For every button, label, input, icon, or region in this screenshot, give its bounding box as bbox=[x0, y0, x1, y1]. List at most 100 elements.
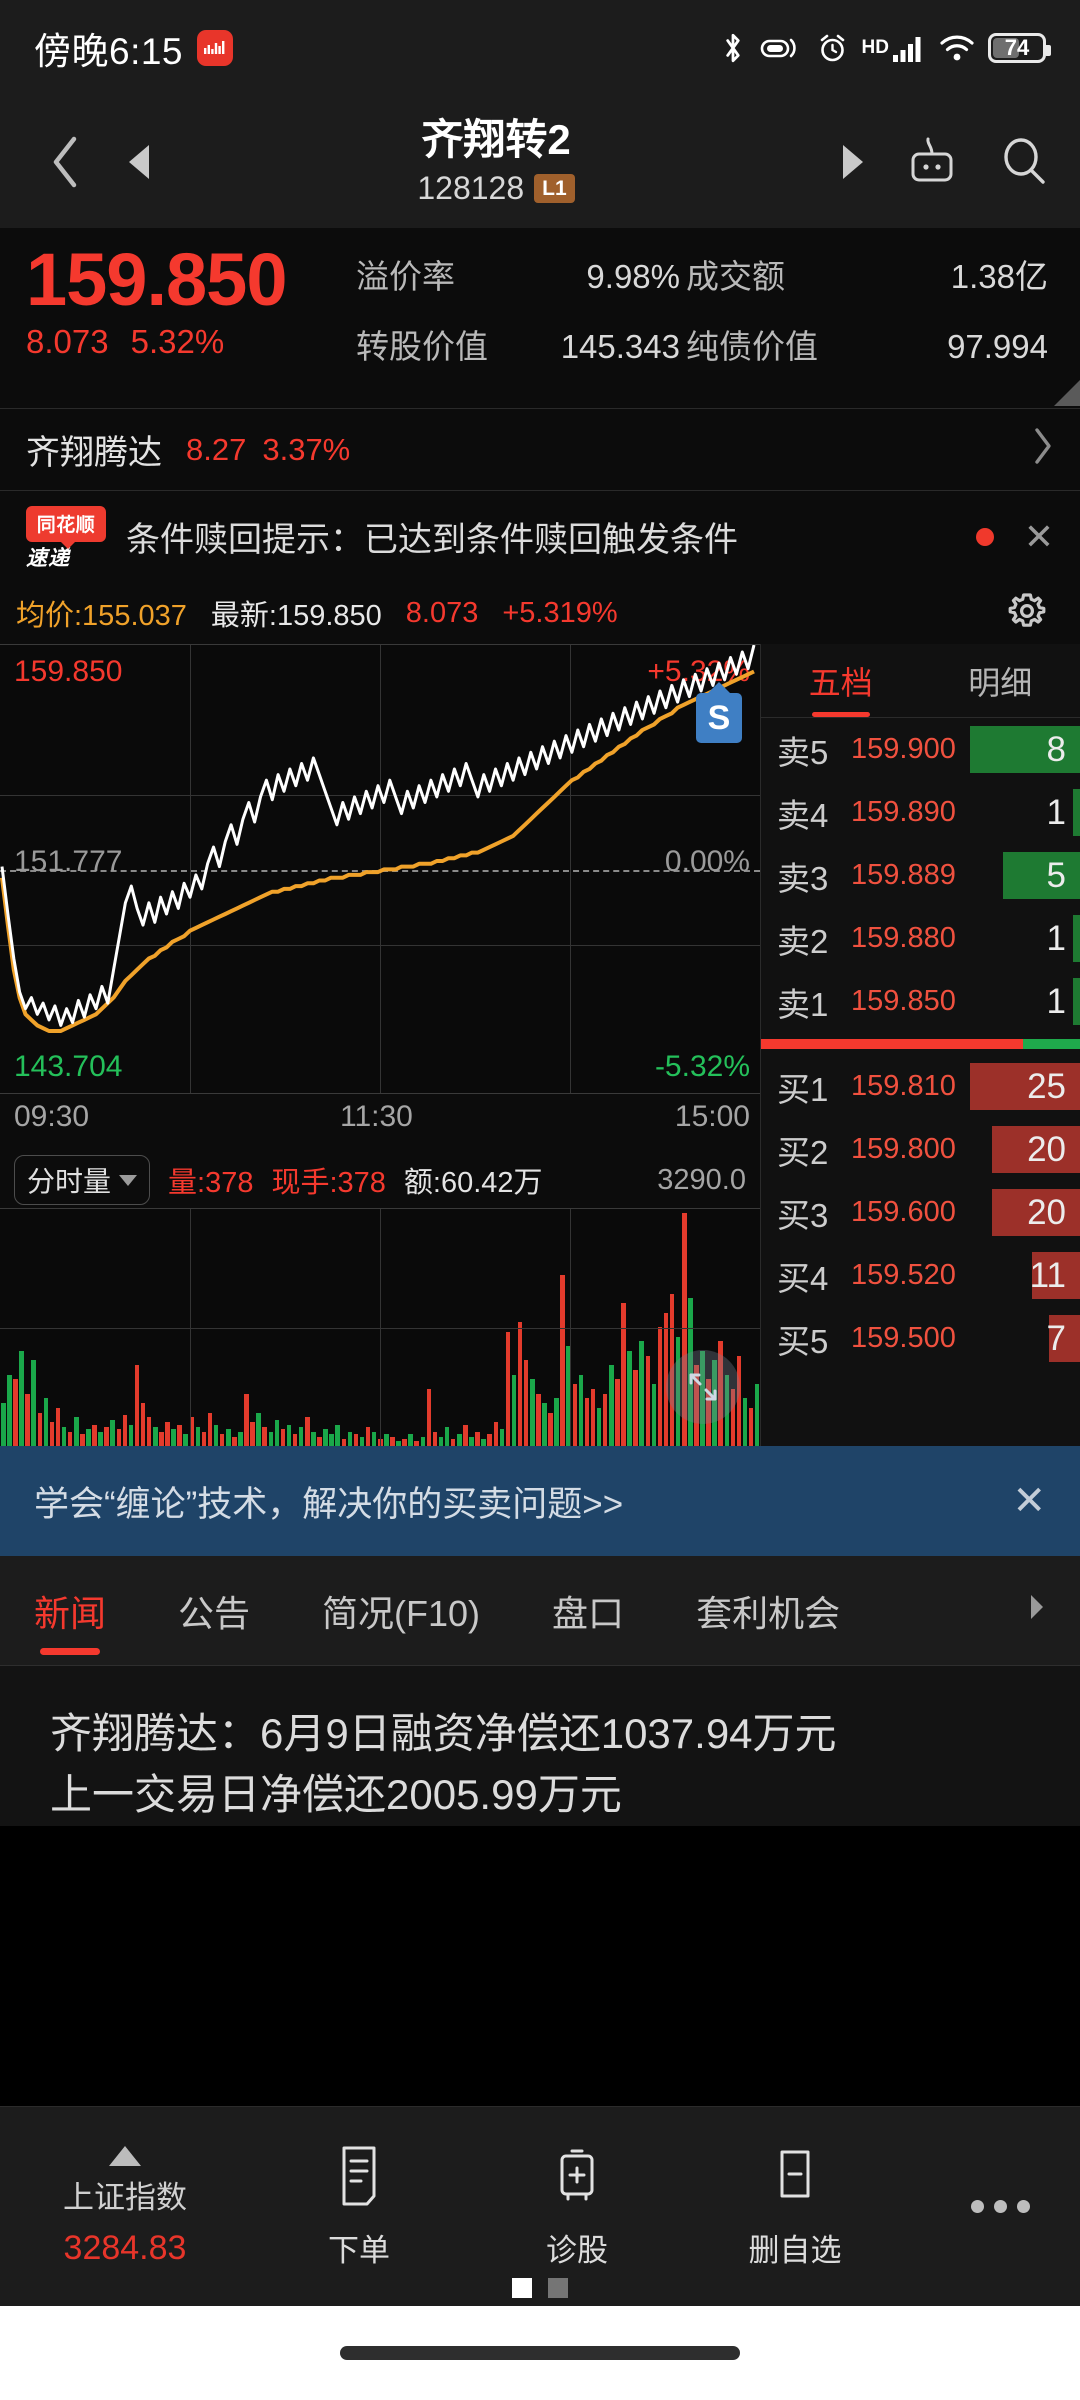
next-stock-button[interactable] bbox=[812, 143, 892, 181]
diagnose-button[interactable]: 诊股 bbox=[468, 2144, 686, 2270]
status-bar: 傍晚6:15 bbox=[0, 0, 1080, 96]
related-stock-name: 齐翔腾达 bbox=[26, 434, 162, 472]
volume-indicator-selector[interactable]: 分时量 bbox=[14, 1155, 151, 1205]
close-icon[interactable]: ✕ bbox=[1012, 1479, 1046, 1523]
volume-bar bbox=[402, 1438, 407, 1446]
tab-details[interactable]: 明细 bbox=[968, 664, 1033, 701]
volume-bar bbox=[682, 1212, 687, 1446]
volume-bar bbox=[80, 1434, 85, 1446]
order-book-row[interactable]: 卖2 159.880 1 bbox=[761, 907, 1080, 970]
volume-bar bbox=[511, 1374, 517, 1446]
wifi-icon bbox=[939, 33, 975, 63]
volume-bar bbox=[560, 1274, 565, 1446]
volume-bar bbox=[542, 1403, 547, 1446]
volume-bar bbox=[1, 1403, 6, 1446]
metric-conversion-label: 转股价值 bbox=[356, 328, 488, 365]
header-title-block[interactable]: 齐翔转2 128128 L1 bbox=[180, 117, 812, 206]
robot-icon[interactable] bbox=[906, 132, 958, 193]
volume-bar bbox=[262, 1427, 267, 1446]
expand-quote-corner[interactable] bbox=[1054, 380, 1080, 406]
tab-profile-f10[interactable]: 简况(F10) bbox=[322, 1592, 481, 1634]
volume-bar bbox=[505, 1331, 511, 1446]
alert-banner[interactable]: 同花顺 速递 条件赎回提示：已达到条件赎回触发条件 ✕ bbox=[0, 490, 1080, 582]
order-book-quantity: 8 bbox=[1046, 729, 1066, 769]
tab-arbitrage[interactable]: 套利机会 bbox=[696, 1592, 841, 1634]
volume-bar bbox=[457, 1434, 462, 1446]
volume-current: 现手:378 bbox=[271, 1167, 386, 1199]
order-book-qty-bar bbox=[1073, 789, 1080, 836]
gear-icon[interactable] bbox=[1004, 588, 1050, 639]
news-item-line-2[interactable]: 上一交易日净偿还2005.99万元 bbox=[50, 1770, 622, 1818]
volume-bar bbox=[238, 1431, 243, 1446]
search-icon[interactable] bbox=[998, 132, 1050, 193]
volume-bar bbox=[311, 1431, 316, 1446]
order-book-row[interactable]: 卖1 159.850 1 bbox=[761, 970, 1080, 1033]
volume-bar bbox=[104, 1427, 109, 1446]
quote-metrics-row-2: 转股价值 145.343 纯债价值 97.994 bbox=[356, 320, 1054, 368]
volume-bar bbox=[724, 1374, 729, 1446]
prev-stock-button[interactable] bbox=[100, 143, 180, 181]
chart-info-bar: 均价:155.037 最新:159.850 8.073 +5.319% bbox=[0, 582, 1080, 644]
order-book-qty-bar bbox=[1073, 915, 1080, 962]
order-book-price: 159.889 bbox=[851, 859, 956, 891]
volume-bar bbox=[621, 1303, 626, 1446]
s-marker-icon[interactable]: S bbox=[696, 682, 742, 743]
expand-icon[interactable] bbox=[666, 1350, 740, 1424]
more-dots-icon[interactable] bbox=[971, 2200, 1030, 2213]
order-book-row[interactable]: 买5 159.500 7 bbox=[761, 1307, 1080, 1370]
order-book-level-label: 卖2 bbox=[777, 922, 829, 960]
tab-five-levels[interactable]: 五档 bbox=[761, 644, 921, 717]
volume-total: 量:378 bbox=[168, 1167, 254, 1199]
order-book-quantity: 25 bbox=[1027, 1066, 1066, 1106]
index-widget[interactable]: 上证指数 3284.83 bbox=[0, 2145, 250, 2268]
order-button[interactable]: 下单 bbox=[250, 2144, 468, 2270]
volume-bar bbox=[67, 1431, 73, 1446]
order-book-row[interactable]: 卖4 159.890 1 bbox=[761, 781, 1080, 844]
order-book-qty-bar bbox=[992, 1189, 1080, 1236]
system-gesture-bar bbox=[0, 2306, 1080, 2400]
metric-premium: 溢价率 9.98% bbox=[356, 250, 686, 298]
back-button[interactable] bbox=[30, 134, 100, 190]
volume-chart[interactable] bbox=[0, 1208, 760, 1446]
related-stock-row[interactable]: 齐翔腾达 8.27 3.37% bbox=[0, 408, 1080, 490]
volume-bar bbox=[602, 1393, 608, 1446]
header-actions bbox=[906, 132, 1050, 193]
order-book-row[interactable]: 买2 159.800 20 bbox=[761, 1118, 1080, 1181]
volume-bar bbox=[219, 1434, 225, 1446]
order-book-row[interactable]: 买4 159.520 11 bbox=[761, 1244, 1080, 1307]
volume-bar bbox=[736, 1355, 742, 1446]
order-book-row[interactable]: 买3 159.600 20 bbox=[761, 1181, 1080, 1244]
volume-bar bbox=[694, 1365, 699, 1446]
order-book-quantity: 20 bbox=[1027, 1129, 1066, 1169]
order-book: 五档 明细 卖5 159.900 8 卖4 159.890 1 卖3 159.889 5 卖2 15… bbox=[760, 644, 1080, 1446]
price-chart[interactable]: 159.850 +5.32% 151.777 0.00% S bbox=[0, 644, 760, 1094]
price-change-pct: 5.32% bbox=[130, 323, 225, 361]
page-dot bbox=[548, 2278, 568, 2298]
order-book-qty-bar bbox=[992, 1126, 1080, 1173]
index-name: 上证指数 bbox=[63, 2179, 187, 2215]
volume-bar bbox=[596, 1407, 602, 1446]
order-book-row[interactable]: 买1 159.810 25 bbox=[761, 1055, 1080, 1118]
order-book-row[interactable]: 卖5 159.900 8 bbox=[761, 718, 1080, 781]
promo-banner[interactable]: 学会“缠论”技术，解决你的买卖问题>> ✕ bbox=[0, 1446, 1080, 1556]
close-icon[interactable]: ✕ bbox=[1023, 515, 1054, 557]
news-item-line-1[interactable]: 齐翔腾达：6月9日融资净偿还1037.94万元 bbox=[50, 1710, 837, 1757]
ths-express-badge: 同花顺 速递 bbox=[26, 505, 106, 570]
gesture-handle[interactable] bbox=[340, 2346, 740, 2360]
volume-bar bbox=[122, 1415, 128, 1446]
volume-bar bbox=[171, 1429, 176, 1446]
volume-bar bbox=[280, 1429, 286, 1446]
remove-favorite-icon bbox=[768, 2144, 822, 2213]
volume-bar bbox=[396, 1441, 401, 1446]
remove-favorite-button[interactable]: 删自选 bbox=[686, 2144, 904, 2270]
order-book-price: 159.810 bbox=[851, 1070, 956, 1102]
tab-announcement[interactable]: 公告 bbox=[178, 1592, 251, 1634]
tab-orderbook[interactable]: 盘口 bbox=[552, 1592, 625, 1634]
volume-bar bbox=[523, 1360, 529, 1446]
volume-bar bbox=[481, 1438, 486, 1446]
chevron-right-icon[interactable] bbox=[1026, 1592, 1046, 1630]
order-book-quantity: 1 bbox=[1046, 918, 1066, 958]
tab-news[interactable]: 新闻 bbox=[34, 1556, 106, 1665]
order-book-row[interactable]: 卖3 159.889 5 bbox=[761, 844, 1080, 907]
chart-low-pct: -5.32% bbox=[654, 1050, 750, 1083]
